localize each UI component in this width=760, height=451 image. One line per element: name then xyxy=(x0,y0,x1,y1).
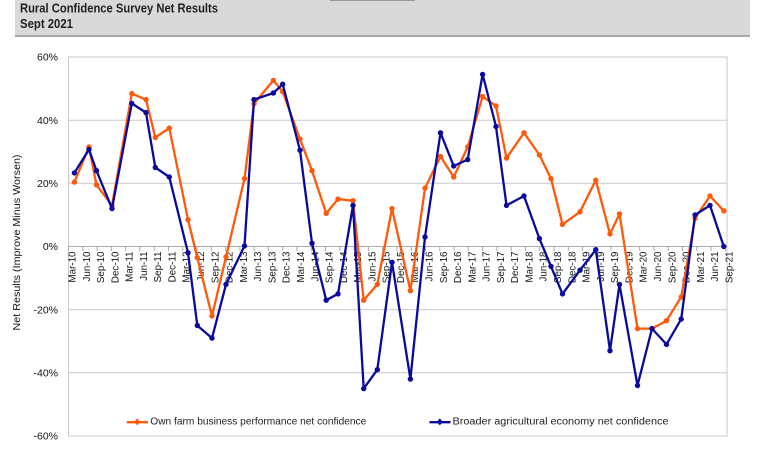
svg-text:Mar-10: Mar-10 xyxy=(68,251,79,283)
svg-text:Jun-17: Jun-17 xyxy=(482,251,493,281)
svg-text:Mar-11: Mar-11 xyxy=(125,252,136,282)
svg-text:Sep-17: Sep-17 xyxy=(496,252,507,284)
svg-text:60%: 60% xyxy=(37,52,58,64)
svg-text:Net Results (Improve Minus Wor: Net Results (Improve Minus Worsen) xyxy=(11,155,23,331)
svg-text:Sep-10: Sep-10 xyxy=(96,251,107,283)
svg-text:Sep-21: Sep-21 xyxy=(724,252,735,284)
svg-text:Mar-21: Mar-21 xyxy=(696,252,707,283)
svg-text:20%: 20% xyxy=(37,178,58,190)
svg-text:Jun-15: Jun-15 xyxy=(367,251,378,282)
svg-text:Mar-14: Mar-14 xyxy=(296,251,307,283)
svg-text:0%: 0% xyxy=(43,241,58,253)
svg-text:Sep-13: Sep-13 xyxy=(267,251,278,283)
svg-text:Sep-19: Sep-19 xyxy=(610,252,621,284)
svg-text:Broader agricultural economy n: Broader agricultural economy net confide… xyxy=(453,417,669,428)
svg-text:Jun-11: Jun-11 xyxy=(139,252,150,281)
svg-text:-60%: -60% xyxy=(33,431,58,443)
svg-text:Dec-16: Dec-16 xyxy=(453,251,464,283)
svg-text:Mar-13: Mar-13 xyxy=(239,251,250,283)
svg-text:Sep-20: Sep-20 xyxy=(667,251,678,283)
svg-text:-40%: -40% xyxy=(33,368,58,380)
svg-text:Mar-18: Mar-18 xyxy=(525,251,536,283)
svg-text:Mar-16: Mar-16 xyxy=(410,251,421,283)
svg-text:Jun-20: Jun-20 xyxy=(653,251,664,282)
svg-text:Jun-19: Jun-19 xyxy=(596,252,607,282)
svg-text:Sep-15: Sep-15 xyxy=(382,251,393,283)
svg-text:Jun-13: Jun-13 xyxy=(253,251,264,282)
svg-text:Dec-17: Dec-17 xyxy=(510,252,521,284)
svg-text:Mar-19: Mar-19 xyxy=(582,252,593,283)
svg-text:Dec-13: Dec-13 xyxy=(282,251,293,283)
svg-text:Dec-10: Dec-10 xyxy=(110,251,121,283)
svg-text:-20%: -20% xyxy=(33,304,58,316)
svg-text:Dec-11: Dec-11 xyxy=(168,252,179,283)
svg-text:Mar-12: Mar-12 xyxy=(182,252,193,283)
svg-text:Sep-16: Sep-16 xyxy=(439,251,450,283)
svg-text:Sept 2021: Sept 2021 xyxy=(20,16,73,31)
svg-text:Sep-12: Sep-12 xyxy=(210,252,221,284)
svg-text:Sep-18: Sep-18 xyxy=(553,251,564,283)
svg-text:Dec-14: Dec-14 xyxy=(339,251,350,283)
svg-text:Sep-11: Sep-11 xyxy=(153,252,164,283)
svg-text:Own farm business performance: Own farm business performance net confid… xyxy=(150,417,366,428)
svg-text:Jun-14: Jun-14 xyxy=(310,251,321,282)
svg-text:Dec-12: Dec-12 xyxy=(225,252,236,284)
svg-text:Jun-12: Jun-12 xyxy=(196,252,207,282)
svg-text:Dec-19: Dec-19 xyxy=(624,252,635,284)
svg-text:Jun-18: Jun-18 xyxy=(539,251,550,282)
svg-text:Mar-17: Mar-17 xyxy=(467,252,478,283)
svg-text:Jun-16: Jun-16 xyxy=(425,251,436,282)
svg-text:Mar-20: Mar-20 xyxy=(639,251,650,283)
svg-text:Sep-14: Sep-14 xyxy=(325,251,336,283)
svg-text:Jun-10: Jun-10 xyxy=(82,251,93,282)
svg-text:40%: 40% xyxy=(37,115,58,127)
svg-text:Dec-15: Dec-15 xyxy=(396,251,407,283)
svg-text:Rural Confidence Survey Net Re: Rural Confidence Survey Net Results xyxy=(20,1,218,16)
svg-text:Jun-21: Jun-21 xyxy=(710,252,721,282)
svg-text:Dec-18: Dec-18 xyxy=(567,251,578,283)
svg-text:Mar-15: Mar-15 xyxy=(353,251,364,283)
